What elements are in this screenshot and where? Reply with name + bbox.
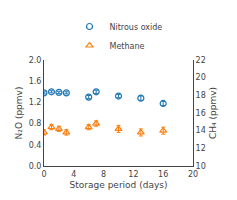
svg-text:16: 16 [196,109,206,118]
svg-text:4: 4 [71,170,76,179]
svg-text:CH₄ (ppmv): CH₄ (ppmv) [208,87,218,139]
svg-text:8: 8 [101,170,106,179]
svg-text:Storage period (days): Storage period (days) [70,180,168,190]
svg-text:20: 20 [188,170,198,179]
svg-text:Methane: Methane [110,42,145,51]
svg-text:0.8: 0.8 [29,119,42,128]
svg-text:N₂O (ppmv): N₂O (ppmv) [14,87,24,140]
svg-text:18: 18 [196,91,206,100]
svg-text:20: 20 [196,73,206,82]
svg-text:2.0: 2.0 [29,56,42,65]
svg-text:22: 22 [196,56,206,65]
svg-text:0: 0 [41,170,46,179]
svg-text:1.6: 1.6 [29,77,42,86]
svg-text:10: 10 [196,162,206,171]
svg-text:0.4: 0.4 [29,141,42,150]
svg-text:1.2: 1.2 [29,98,42,107]
svg-text:12: 12 [128,170,138,179]
svg-text:16: 16 [158,170,168,179]
svg-text:Nitrous oxide: Nitrous oxide [110,23,163,32]
svg-text:12: 12 [196,144,206,153]
svg-text:14: 14 [196,126,206,135]
svg-text:0.0: 0.0 [29,162,42,171]
